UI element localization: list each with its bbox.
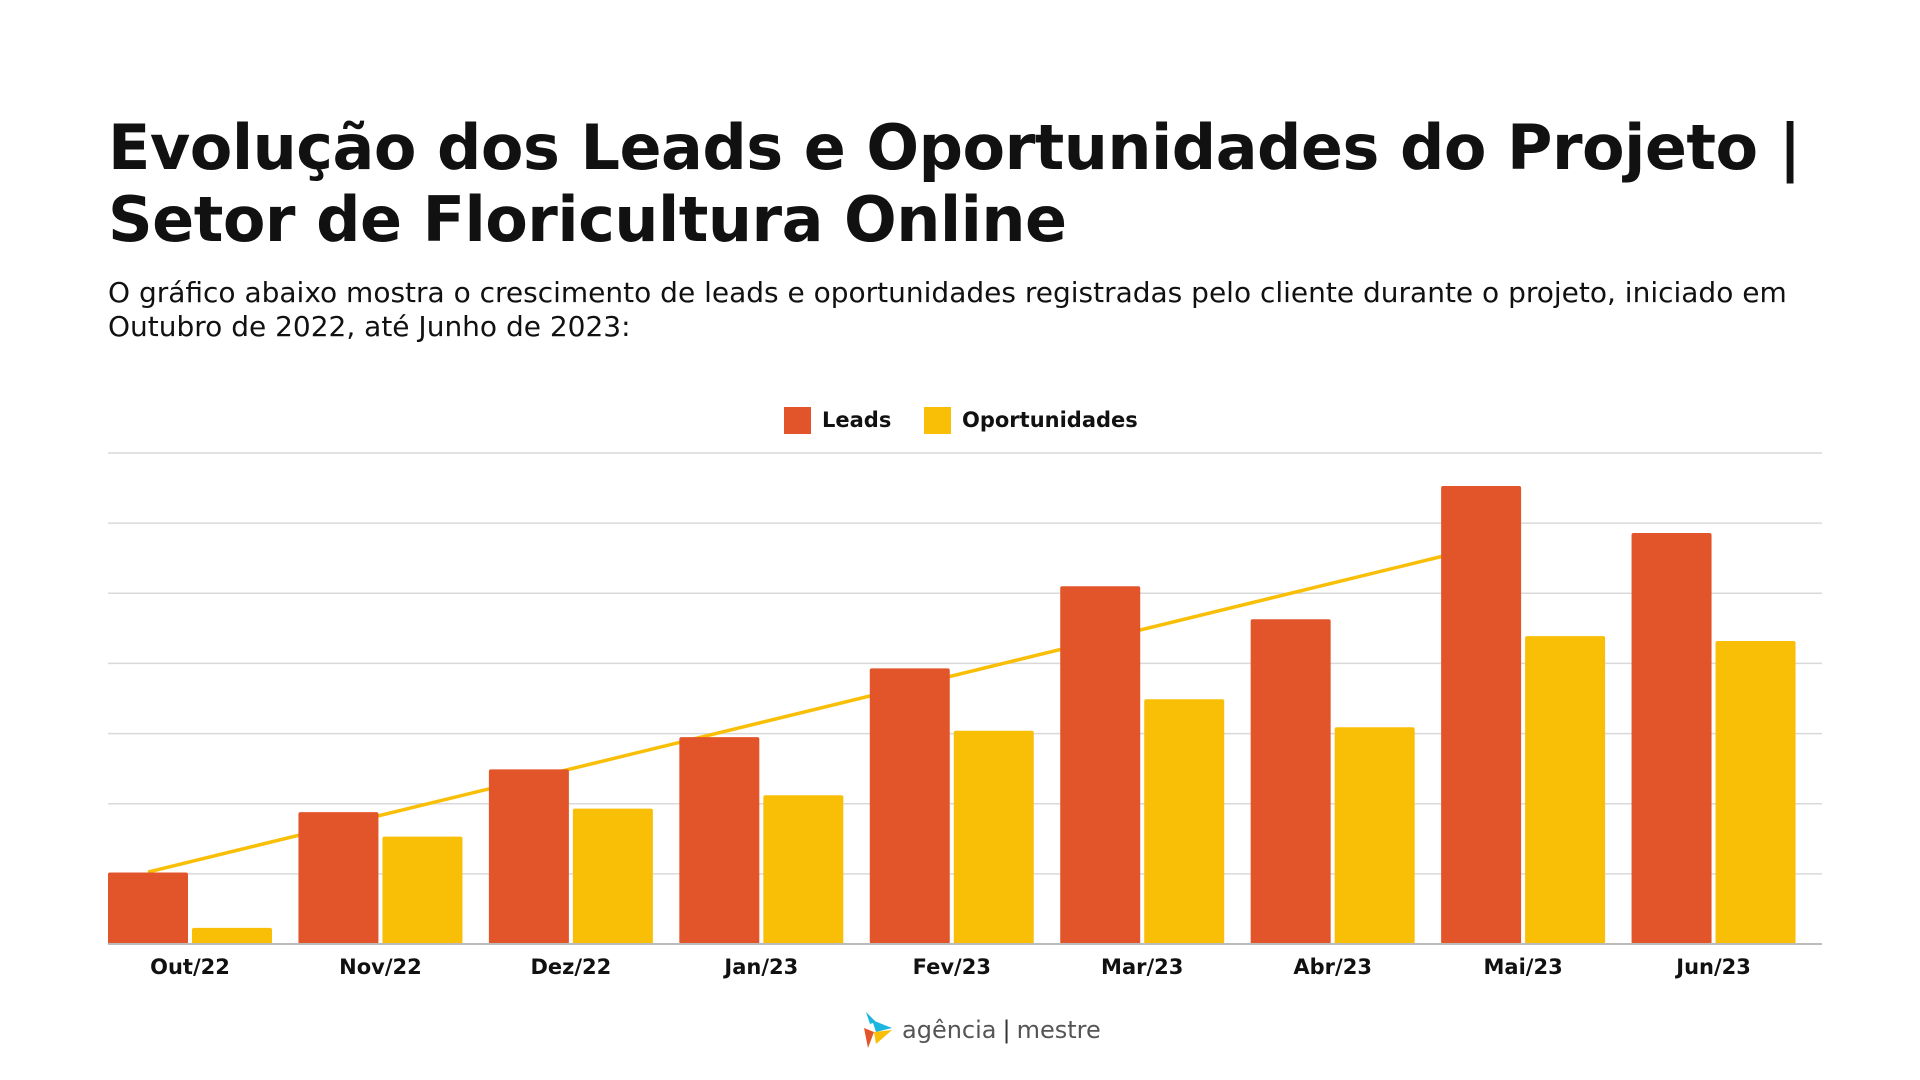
bar-oportunidades-Dez/22 [572,808,653,944]
x-tick-label: Dez/22 [530,955,611,979]
x-tick-label: Out/22 [150,955,230,979]
logo-text-right: mestre [1016,1016,1101,1044]
bar-chart: Out/22 Nov/22 Dez/22 Jan/23 Fev/23 Mar/23 Abr/… [108,407,1822,979]
x-tick-label: Fev/23 [913,955,991,979]
x-tick-label: Abr/23 [1293,955,1372,979]
bar-leads-Out/22 [108,872,188,944]
x-tick-label: Mar/23 [1101,955,1183,979]
page-title: Evolução dos Leads e Oportunidades do Pr… [108,111,1801,256]
x-tick-label: Jan/23 [722,955,798,979]
bar-oportunidades-Mai/23 [1525,636,1606,944]
bar-leads-Mar/23 [1060,586,1141,944]
bar-oportunidades-Mar/23 [1144,699,1225,944]
x-tick-label: Nov/22 [339,955,422,979]
bar-oportunidades-Abr/23 [1334,727,1415,944]
x-tick-label: Jun/23 [1674,955,1751,979]
bar-oportunidades-Jan/23 [763,795,844,944]
legend-swatch-oportunidades [924,407,951,434]
bar-leads-Nov/22 [298,812,379,944]
page-subtitle: O gráfico abaixo mostra o crescimento de… [108,276,1787,343]
legend-swatch-leads [784,407,811,434]
logo-text-left: agência [902,1016,997,1044]
bar-leads-Dez/22 [488,769,569,944]
bar-leads-Abr/23 [1250,619,1331,944]
logo-icon [864,1012,892,1048]
bar-leads-Fev/23 [869,668,950,944]
legend-label-leads: Leads [822,408,891,432]
bar-leads-Jan/23 [679,737,760,944]
bar-oportunidades-Fev/23 [953,730,1034,944]
bar-oportunidades-Nov/22 [382,836,463,944]
bar-oportunidades-Jun/23 [1715,640,1796,944]
legend-label-oportunidades: Oportunidades [962,408,1138,432]
agencia-mestre-logo: agência | mestre [862,1010,1101,1050]
bar-leads-Mai/23 [1441,485,1522,944]
bar-leads-Jun/23 [1631,532,1712,944]
x-tick-label: Mai/23 [1484,955,1563,979]
bar-oportunidades-Out/22 [192,927,272,944]
